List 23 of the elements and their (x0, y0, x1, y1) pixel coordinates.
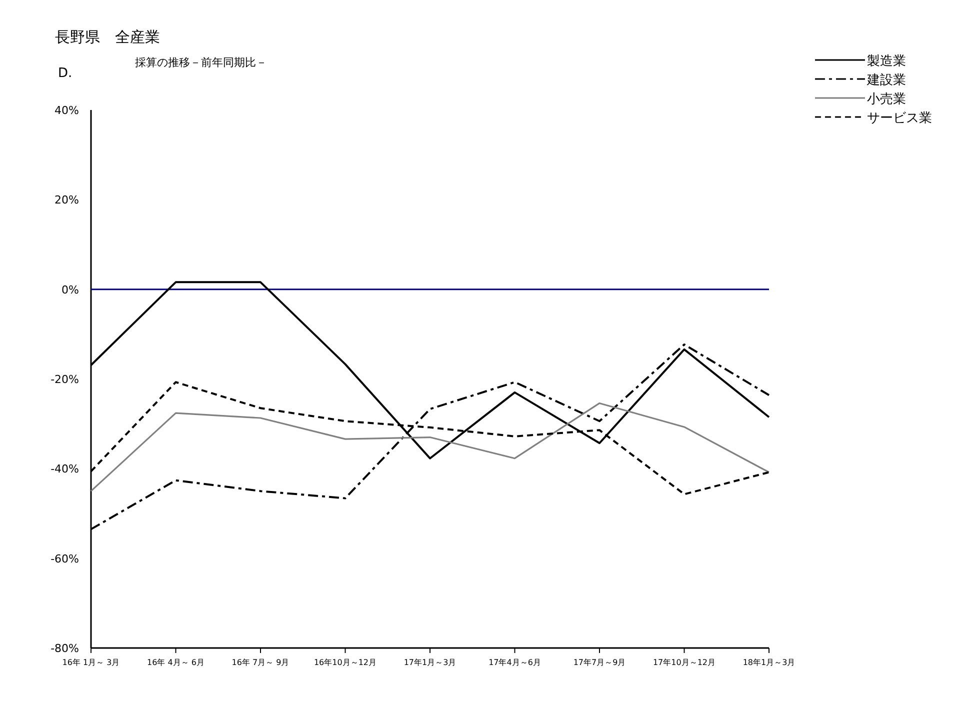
x-tick-label: 16年10月～12月 (314, 658, 377, 667)
x-tick-label: 16年 7月～ 9月 (232, 658, 290, 667)
x-tick-label: 17年4月～6月 (488, 658, 541, 667)
chart-title: 長野県 全産業 (55, 28, 160, 46)
y-tick-label: -40% (50, 462, 79, 476)
legend-label: サービス業 (867, 111, 932, 126)
y-tick-label: -80% (50, 642, 79, 655)
x-tick-label: 17年1月～3月 (404, 658, 456, 667)
x-tick-label: 17年10月～12月 (652, 658, 716, 667)
text: D. (58, 66, 72, 81)
legend-label: 小売業 (867, 92, 906, 107)
x-tick-label: 17年7月～9月 (573, 658, 626, 667)
legend-label: 製造業 (867, 54, 906, 69)
y-tick-label: -60% (50, 552, 79, 566)
x-tick-label: 18年1月～3月 (742, 658, 796, 667)
y-tick-label: 40% (54, 104, 79, 117)
legend-label: 建設業 (866, 73, 906, 88)
chart-subtitle: 採算の推移－前年同期比－ (135, 56, 267, 69)
y-tick-label: 0% (62, 283, 79, 296)
x-tick-label: 16年 4月～ 6月 (147, 658, 204, 667)
y-tick-label: 20% (54, 194, 79, 207)
y-tick-label: -20% (50, 373, 79, 386)
x-tick-label: 16年 1月～ 3月 (62, 658, 120, 667)
